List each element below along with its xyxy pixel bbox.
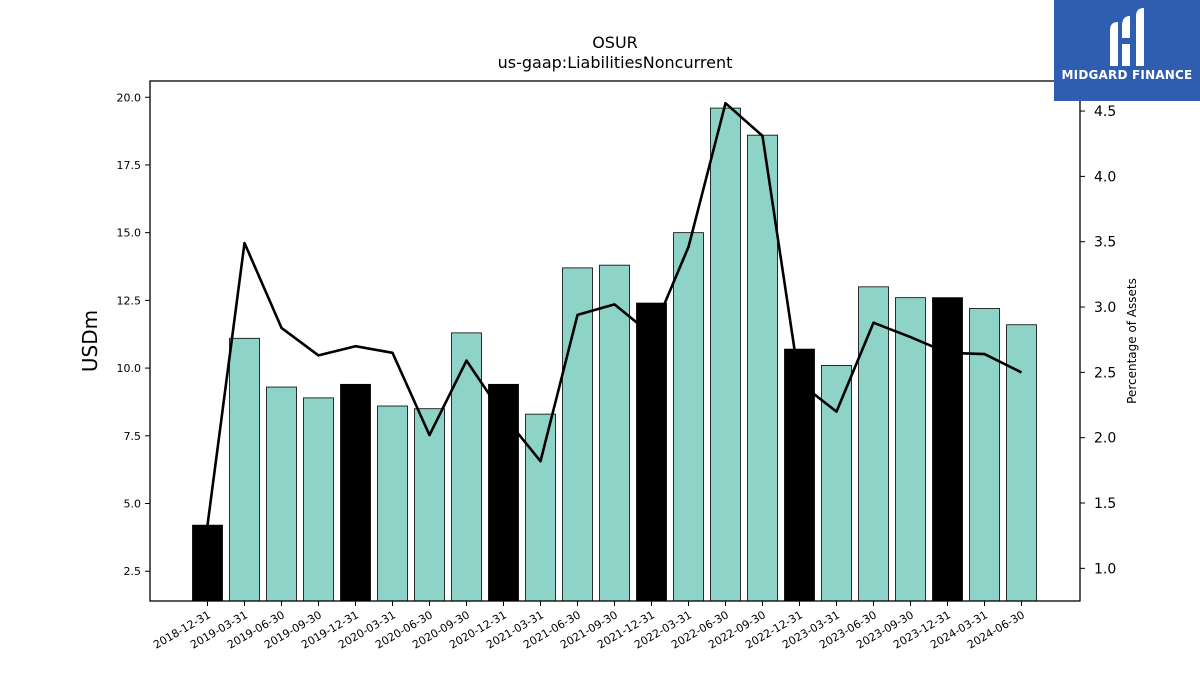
left-tick-label: 20.0: [117, 91, 142, 104]
bar-2021-12-31: [636, 302, 667, 602]
chart-subtitle: us-gaap:LiabilitiesNoncurrent: [498, 53, 733, 72]
x-axis-ticks: 2018-12-312019-03-312019-06-302019-09-30…: [151, 601, 1027, 652]
logo-mark-icon: [1110, 8, 1144, 66]
bar-2019-03-31: [229, 337, 260, 602]
bar-2022-06-30: [710, 107, 741, 602]
bar-2019-12-31: [340, 383, 371, 602]
left-tick-label: 17.5: [117, 159, 142, 172]
logo-text: MIDGARD FINANCE: [1061, 68, 1193, 82]
bar-2021-06-30: [562, 267, 593, 602]
midgard-finance-logo: MIDGARD FINANCE: [1054, 0, 1200, 101]
right-tick-label: 4.5: [1094, 104, 1116, 120]
bar-2023-09-30: [895, 297, 926, 602]
chart-title: OSUR: [592, 33, 638, 52]
bar-2021-09-30: [599, 264, 630, 602]
left-tick-label: 2.5: [124, 565, 142, 578]
right-tick-label: 3.0: [1094, 300, 1116, 316]
bar-2020-09-30: [451, 332, 482, 602]
bar-2020-03-31: [377, 405, 408, 602]
right-tick-label: 4.0: [1094, 169, 1116, 185]
left-tick-label: 5.0: [124, 498, 142, 511]
bar-2023-06-30: [858, 286, 889, 602]
left-axis-label: USDm: [78, 310, 102, 372]
bar-2019-09-30: [303, 397, 334, 602]
right-axis-ticks: 1.0 1.5 2.0 2.5 3.0 3.5 4.0 4.5: [1080, 104, 1116, 577]
right-tick-label: 2.0: [1094, 431, 1116, 447]
bar-2022-09-30: [747, 134, 778, 602]
bar-series: [192, 107, 1037, 602]
left-tick-label: 7.5: [124, 430, 142, 443]
bar-2024-06-30: [1006, 324, 1037, 602]
right-tick-label: 1.5: [1094, 496, 1116, 512]
bar-2021-03-31: [525, 413, 556, 602]
bar-2023-12-31: [932, 297, 963, 602]
bar-2018-12-31: [192, 524, 223, 602]
percentage-line: [206, 101, 1023, 526]
bar-2024-03-31: [969, 308, 1000, 602]
bar-2022-03-31: [673, 232, 704, 602]
left-axis-ticks: 2.5 5.0 7.5 10.0 12.5 15.0 17.5 20.0: [117, 91, 150, 578]
right-tick-label: 2.5: [1094, 365, 1116, 381]
bar-2019-06-30: [266, 386, 297, 602]
line-series: [206, 101, 1023, 526]
bar-2020-06-30: [414, 408, 445, 602]
left-tick-label: 10.0: [117, 362, 142, 375]
right-tick-label: 3.5: [1094, 235, 1116, 251]
right-axis-label: Percentage of Assets: [1125, 278, 1139, 404]
bar-2023-03-31: [821, 364, 852, 602]
bar-2022-12-31: [784, 348, 815, 602]
left-tick-label: 15.0: [117, 227, 142, 240]
left-tick-label: 12.5: [117, 294, 142, 307]
right-tick-label: 1.0: [1094, 561, 1116, 577]
